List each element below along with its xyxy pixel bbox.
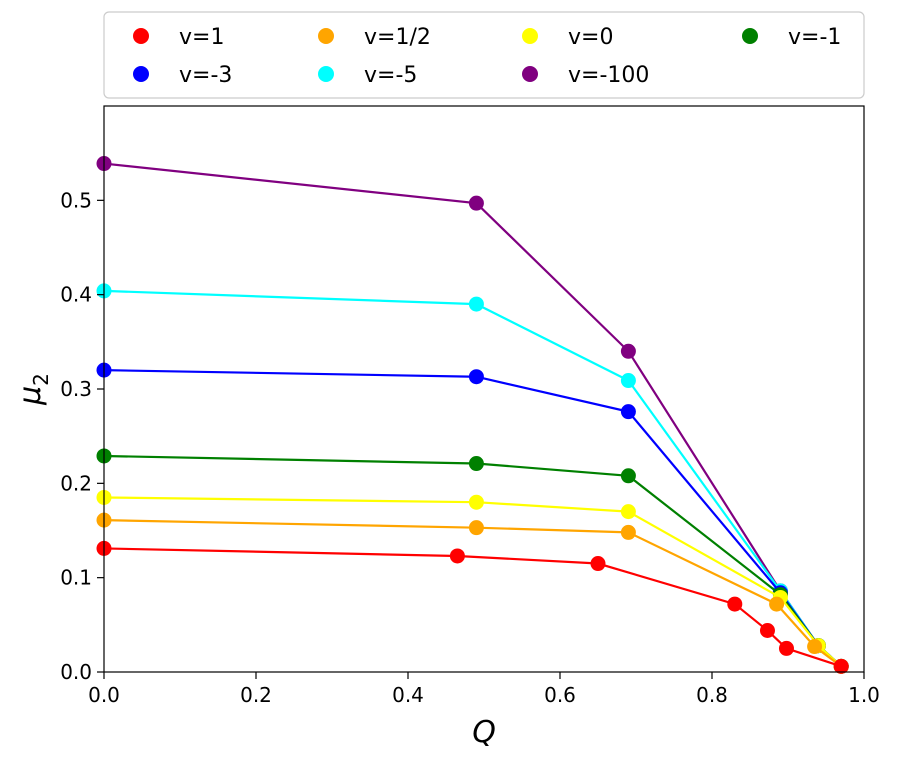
y-tick-label: 0.4 (60, 283, 92, 307)
x-tick-label: 0.8 (696, 683, 728, 707)
legend-item-vminus3: v=-3 (133, 63, 232, 88)
y-axis-title-main: μ (13, 386, 48, 406)
x-tick-label: 1.0 (848, 683, 880, 707)
legend-label: v=-1 (788, 25, 841, 50)
data-point (620, 524, 636, 540)
y-tick-label: 0.3 (60, 377, 92, 401)
legend-label: v=1 (179, 25, 224, 50)
legend-item-vminus1: v=-1 (742, 25, 841, 50)
data-point (620, 468, 636, 484)
data-point (727, 596, 743, 612)
legend-marker (133, 28, 149, 44)
x-axis: 0.0 0.2 0.4 0.6 0.8 1.0 (88, 672, 880, 707)
series-layer (96, 156, 849, 674)
y-axis-title-subscript: 2 (29, 373, 53, 386)
legend-item-vminus100: v=-100 (522, 63, 649, 88)
data-point (590, 556, 606, 572)
data-point (759, 622, 775, 638)
data-point (769, 596, 785, 612)
data-point (620, 373, 636, 389)
data-point (620, 404, 636, 420)
legend-box (103, 11, 865, 99)
legend-item-v1minus2: v=1/2 (318, 25, 431, 50)
legend-item-v0: v=0 (522, 25, 613, 50)
data-point (468, 369, 484, 385)
data-point (468, 195, 484, 211)
legend-label: v=-100 (568, 63, 649, 88)
legend-marker (318, 66, 334, 82)
x-axis-title: Q (472, 715, 496, 750)
data-point (449, 548, 465, 564)
y-axis: 0.0 0.1 0.2 0.3 0.4 0.5 (60, 188, 104, 684)
legend: v=1 v=1/2 v=0 v=-1 v=-3 v=-5 v=-100 (103, 11, 865, 99)
data-point (807, 639, 823, 655)
x-tick-label: 0.4 (392, 683, 424, 707)
data-point (833, 658, 849, 674)
series-v1 (96, 540, 849, 674)
plot-area (104, 106, 864, 672)
legend-marker (318, 28, 334, 44)
y-tick-label: 0.1 (60, 566, 92, 590)
x-tick-label: 0.6 (544, 683, 576, 707)
y-tick-label: 0.2 (60, 471, 92, 495)
legend-item-vminus5: v=-5 (318, 63, 417, 88)
legend-label: v=0 (568, 25, 613, 50)
data-point (620, 343, 636, 359)
data-point (620, 504, 636, 520)
data-point (468, 456, 484, 472)
y-tick-label: 0.0 (60, 660, 92, 684)
legend-marker (522, 28, 538, 44)
x-tick-label: 0.0 (88, 683, 120, 707)
legend-marker (742, 28, 758, 44)
data-point (468, 494, 484, 510)
legend-item-v1: v=1 (133, 25, 224, 50)
y-tick-label: 0.5 (60, 188, 92, 212)
data-point (778, 640, 794, 656)
legend-label: v=1/2 (364, 25, 431, 50)
data-point (468, 296, 484, 312)
legend-marker (133, 66, 149, 82)
legend-marker (522, 66, 538, 82)
legend-label: v=-3 (179, 63, 232, 88)
legend-label: v=-5 (364, 63, 417, 88)
x-tick-label: 0.2 (240, 683, 272, 707)
y-axis-title: μ2 (13, 373, 53, 406)
data-point (468, 520, 484, 536)
